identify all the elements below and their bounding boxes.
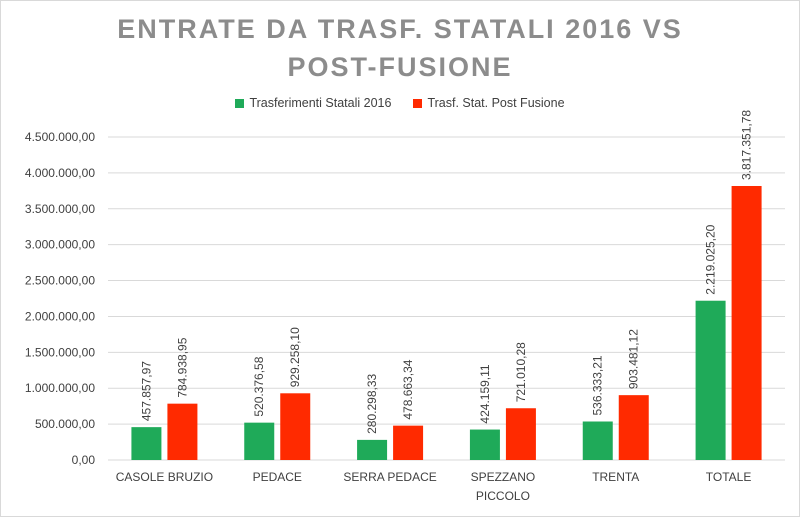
y-tick-label: 3.000.000,00 [25, 238, 95, 252]
data-label: 536.333,21 [591, 355, 605, 415]
y-tick-label: 1.500.000,00 [25, 345, 95, 359]
data-label: 478.663,34 [401, 359, 415, 419]
x-category-label: PICCOLO [476, 489, 530, 503]
data-label: 457.857,97 [139, 361, 153, 421]
y-tick-label: 4.000.000,00 [25, 166, 95, 180]
legend-swatch-post-fusione [413, 98, 423, 108]
x-category-label: SERRA PEDACE [343, 470, 436, 484]
legend-label-post-fusione: Trasf. Stat. Post Fusione [427, 96, 565, 110]
bar [469, 429, 500, 460]
bar [357, 439, 388, 460]
x-category-label: SPEZZANO [471, 470, 536, 484]
bar [244, 422, 275, 460]
x-category-label: CASOLE BRUZIO [116, 470, 213, 484]
data-label: 784.938,95 [175, 337, 189, 397]
y-tick-label: 1.000.000,00 [25, 381, 95, 395]
x-category-label: TOTALE [706, 470, 752, 484]
legend-item-post-fusione: Trasf. Stat. Post Fusione [413, 96, 565, 110]
data-label: 424.159,11 [478, 364, 492, 423]
data-label: 903.481,12 [627, 329, 641, 389]
legend-swatch-2016 [235, 98, 245, 108]
bar [393, 425, 424, 460]
bar [582, 421, 613, 460]
y-tick-label: 500.000,00 [35, 417, 95, 431]
data-label: 280.298,33 [365, 373, 379, 433]
x-category-label: TRENTA [592, 470, 639, 484]
bar [695, 300, 726, 460]
y-tick-label: 2.500.000,00 [25, 274, 95, 288]
legend-label-2016: Trasferimenti Statali 2016 [249, 96, 392, 110]
data-label: 929.258,10 [288, 327, 302, 387]
bar [167, 403, 198, 460]
chart-title-line-1: ENTRATE DA TRASF. STATALI 2016 VS [117, 14, 683, 44]
y-tick-label: 4.500.000,00 [25, 130, 95, 144]
x-category-label: PEDACE [253, 470, 302, 484]
chart-legend: Trasferimenti Statali 2016 Trasf. Stat. … [0, 96, 800, 110]
y-tick-label: 3.500.000,00 [25, 202, 95, 216]
data-label: 520.376,58 [252, 356, 266, 416]
bar [280, 393, 311, 460]
bar [505, 408, 536, 460]
y-tick-label: 0,00 [72, 453, 96, 467]
legend-item-2016: Trasferimenti Statali 2016 [235, 96, 391, 110]
y-tick-label: 2.000.000,00 [25, 309, 95, 323]
bar [731, 185, 762, 461]
data-label: 3.817.351,78 [740, 110, 754, 180]
data-label: 721.010,28 [514, 342, 528, 402]
bar [131, 427, 162, 460]
bar [618, 395, 649, 460]
chart-title: ENTRATE DA TRASF. STATALI 2016 VS POST-F… [0, 10, 800, 86]
data-label: 2.219.025,20 [704, 224, 718, 294]
chart-title-line-2: POST-FUSIONE [287, 52, 513, 82]
